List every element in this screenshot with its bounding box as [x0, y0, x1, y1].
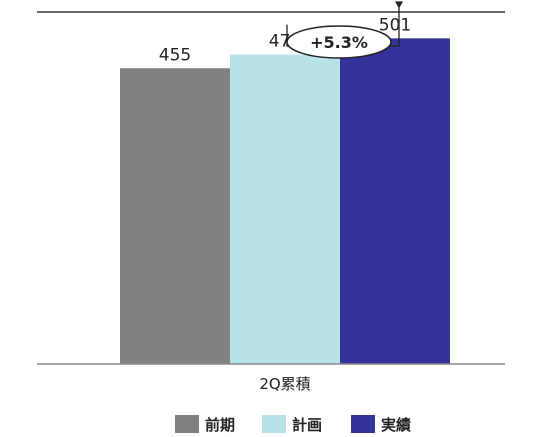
- bar-1: [120, 68, 230, 364]
- annotation-arrowhead: [395, 1, 403, 9]
- bar-3: [340, 38, 450, 364]
- legend-label-2: 計画: [292, 416, 322, 434]
- legend-swatch-3: [351, 415, 375, 433]
- value-label-1: 455: [159, 45, 191, 65]
- annotation-text: +5.3%: [310, 33, 368, 52]
- category-label: 2Q累積: [259, 375, 310, 393]
- legend-swatch-2: [262, 415, 286, 433]
- value-label-3: 501: [379, 15, 411, 35]
- annotation-oval: [286, 25, 392, 59]
- bar-2: [230, 54, 340, 364]
- bars-layer: [120, 38, 450, 364]
- growth-annotation: +5.3%: [286, 1, 403, 59]
- legend-label-1: 前期: [205, 416, 235, 434]
- legend: 前期 計画 実績: [175, 415, 411, 434]
- legend-label-3: 実績: [381, 416, 411, 434]
- legend-swatch-1: [175, 415, 199, 433]
